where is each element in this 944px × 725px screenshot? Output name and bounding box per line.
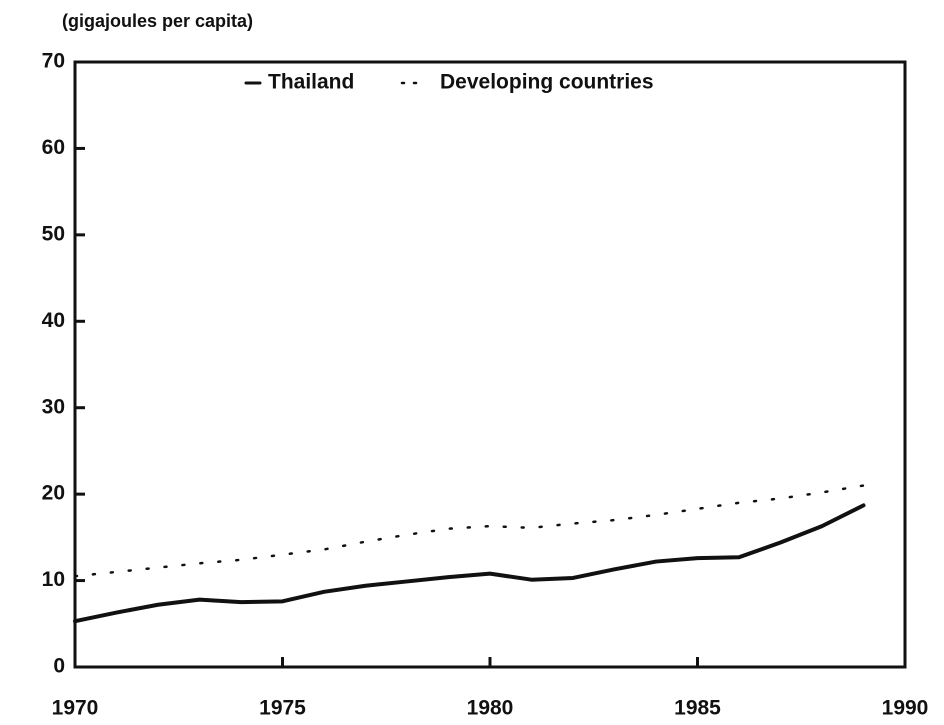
series-line <box>73 484 865 578</box>
legend-label: Thailand <box>268 71 354 94</box>
x-tick-label: 1990 <box>882 697 929 720</box>
y-tick-label: 10 <box>42 568 65 591</box>
y-tick-label: 0 <box>53 655 65 678</box>
plot-frame <box>73 60 907 669</box>
x-tick-label: 1975 <box>259 697 306 720</box>
x-tick-label: 1980 <box>467 697 514 720</box>
legend-label: Developing countries <box>440 71 654 94</box>
y-tick-label: 50 <box>42 222 65 245</box>
y-axis-label: (gigajoules per capita) <box>62 11 253 31</box>
x-tick-label: 1985 <box>674 697 721 720</box>
series-line <box>73 503 866 624</box>
y-tick-label: 20 <box>42 482 65 505</box>
y-tick-label: 60 <box>42 136 65 159</box>
x-tick-label: 1970 <box>52 697 99 720</box>
y-tick-label: 30 <box>42 395 65 418</box>
y-tick-label: 40 <box>42 309 65 332</box>
y-tick-label: 70 <box>42 50 65 73</box>
